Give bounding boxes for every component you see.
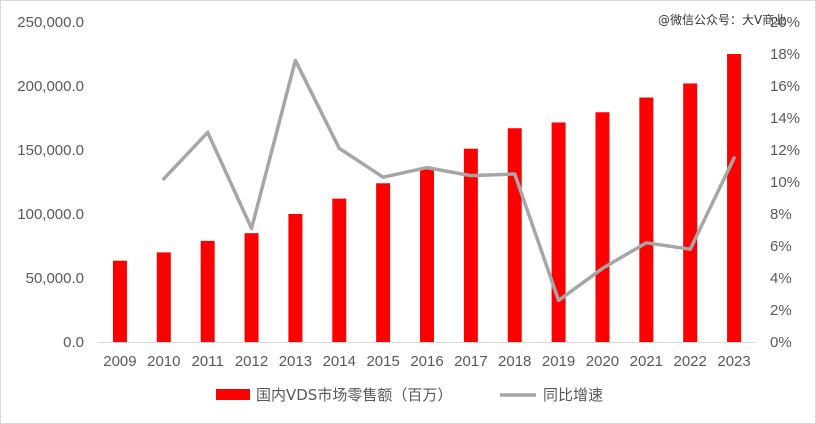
left-tick-label: 0.0 [63,334,84,351]
growth-point-2013 [293,58,297,62]
right-tick-label: 16% [770,78,800,95]
bar-2018 [507,128,522,342]
bar-2023 [727,54,742,342]
x-tick-label: 2020 [586,353,619,370]
x-tick-label: 2010 [147,353,180,370]
bar-2016 [420,167,434,342]
right-tick-label: 14% [770,110,800,127]
growth-point-2011 [206,130,210,134]
growth-point-2016 [425,166,429,170]
growth-point-2012 [250,226,254,230]
bar-2021 [639,97,654,343]
right-tick-label: 20% [770,14,800,31]
right-axis: 0% 2% 4% 6% 8% 10% 12% 14% 16% 18% 20% [770,14,800,351]
growth-line [162,58,736,303]
left-tick-label: 150,000.0 [17,142,84,159]
bar-2015 [376,183,391,342]
bar-2019 [551,122,566,342]
growth-point-2015 [381,175,385,179]
growth-point-2017 [469,174,473,178]
x-tick-label: 2009 [103,353,136,370]
left-tick-label: 250,000.0 [17,14,84,31]
right-tick-label: 8% [770,206,792,223]
growth-point-2010 [162,177,166,181]
right-tick-label: 12% [770,142,800,159]
left-tick-label: 200,000.0 [17,78,84,95]
legend-label-line: 同比增速 [543,386,603,404]
left-axis: 0.0 50,000.0 100,000.0 150,000.0 200,000.0 25… [17,14,84,351]
x-tick-label: 2021 [630,353,663,370]
growth-point-2021 [644,241,648,245]
bar-series [112,54,742,343]
right-tick-label: 2% [770,302,792,319]
right-tick-label: 18% [770,46,800,63]
x-tick-label: 2017 [454,353,487,370]
bar-2014 [332,198,347,342]
legend-label-bar: 国内VDS市场零售额（百万） [256,386,452,404]
bar-2011 [200,240,215,342]
bar-2017 [463,148,478,342]
x-tick-label: 2015 [366,353,399,370]
x-tick-label: 2023 [717,353,750,370]
bar-2009 [112,260,127,342]
left-tick-label: 100,000.0 [17,206,84,223]
right-tick-label: 4% [770,270,792,287]
x-tick-label: 2022 [674,353,707,370]
x-tick-label: 2016 [410,353,443,370]
right-tick-label: 6% [770,238,792,255]
bar-2020 [595,112,610,343]
growth-point-2014 [337,146,341,150]
x-tick-label: 2013 [279,353,312,370]
growth-point-2019 [557,298,561,302]
bar-2013 [288,214,303,342]
growth-point-2018 [513,172,517,176]
line-series [162,58,736,303]
growth-point-2020 [600,266,604,270]
x-tick-label: 2018 [498,353,531,370]
left-tick-label: 50,000.0 [26,270,84,287]
bar-2012 [244,233,259,342]
x-tick-label: 2019 [542,353,575,370]
growth-point-2022 [688,247,692,251]
growth-point-2023 [732,156,736,160]
watermark-text: @微信公众号：大V商业 [658,12,786,27]
x-tick-label: 2014 [323,353,356,370]
legend-swatch-bar [216,389,250,400]
x-tick-label: 2011 [192,353,224,370]
bar-2010 [156,252,171,342]
bar-2022 [683,83,698,342]
right-tick-label: 10% [770,174,800,191]
x-axis: 2009 2010 2011 2012 2013 2014 2015 2016 2017 2018… [103,353,751,370]
x-tick-label: 2012 [235,353,268,370]
right-tick-label: 0% [770,334,792,351]
legend: 国内VDS市场零售额（百万） 同比增速 [216,386,603,404]
